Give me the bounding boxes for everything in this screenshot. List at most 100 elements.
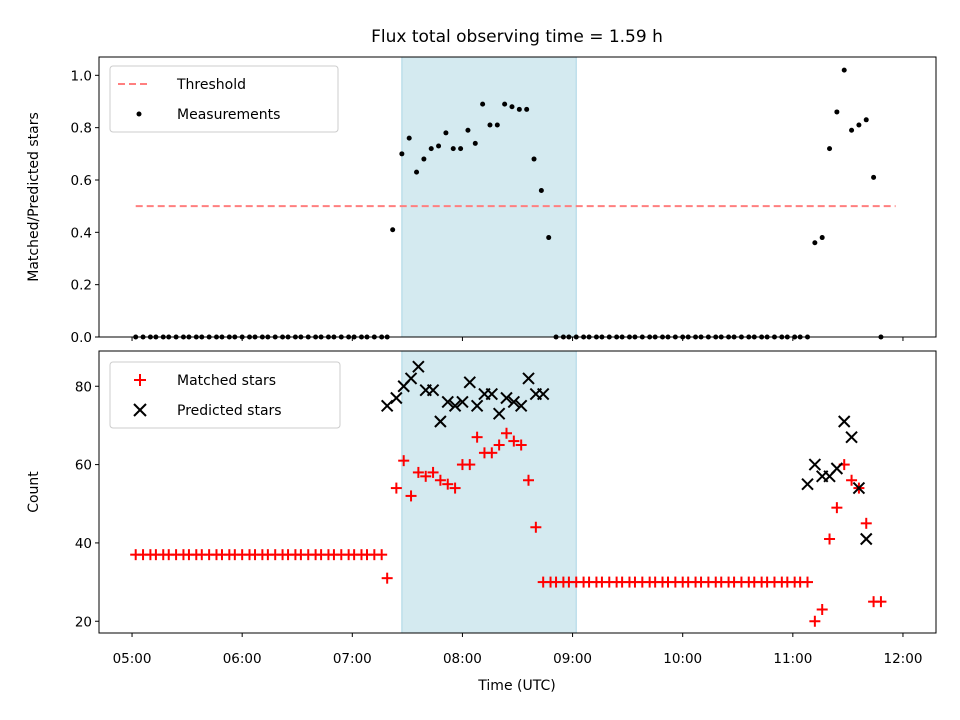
y-tick-label: 0.6 [71, 173, 92, 189]
measurement-point [436, 143, 442, 149]
measurement-point [414, 169, 420, 175]
legend-predicted-label: Predicted stars [177, 403, 282, 419]
legend-measurements-swatch [136, 111, 142, 117]
legend-matched-swatch [134, 374, 146, 386]
x-tick-label: 05:00 [113, 651, 152, 667]
measurement-point [856, 122, 862, 128]
measurement-point [502, 101, 508, 107]
matched-star-point [523, 474, 535, 486]
x-tick-label: 11:00 [773, 651, 812, 667]
x-tick-label: 08:00 [443, 651, 482, 667]
count-panel: 20 40 60 80 05:00 06:00 07:00 08:00 09:00 10:00 1… [26, 350, 937, 667]
y-tick-label: 0.0 [71, 330, 92, 346]
legend-matched-label: Matched stars [177, 373, 276, 389]
y-tick-label: 80 [75, 379, 92, 395]
matched-star-point [816, 604, 828, 615]
matched-star-point [824, 533, 836, 545]
predicted-star-point [448, 399, 462, 413]
observing-window-span-top [401, 56, 577, 338]
measurement-point [465, 127, 471, 133]
ratio-panel: 0.0 0.2 0.4 0.6 0.8 1.0 Matched/Predicted sta… [26, 56, 937, 346]
y-tick-label: 0.8 [71, 121, 92, 137]
predicted-star-point [852, 481, 866, 495]
matched-star-point [802, 576, 814, 588]
ratio-y-axis-label: Matched/Predicted stars [26, 112, 42, 282]
measurement-point [450, 146, 456, 152]
x-tick-label: 10:00 [663, 651, 702, 667]
measurement-point [390, 227, 396, 233]
predicted-star-point [845, 430, 858, 444]
matched-star-point [427, 466, 439, 478]
count-y-axis-label: Count [26, 471, 42, 513]
y-tick-label: 60 [75, 458, 92, 474]
matched-star-point [875, 596, 887, 608]
ratio-legend-box [109, 65, 339, 133]
y-tick-label: 40 [75, 536, 92, 552]
measurement-point [458, 146, 464, 152]
measurement-point [834, 109, 840, 115]
measurement-point [494, 122, 500, 128]
measurement-point [516, 106, 522, 112]
predicted-star-point [441, 395, 454, 409]
legend-measurements-label: Measurements [177, 107, 280, 123]
ratio-plot-frame [98, 56, 937, 338]
predicted-star-point [463, 376, 476, 389]
predicted-star-point [522, 372, 535, 385]
matched-star-point [442, 478, 454, 490]
measurement-point [443, 130, 449, 136]
x-axis-label: Time (UTC) [477, 678, 555, 694]
measurement-point [531, 156, 537, 162]
measurement-point [849, 127, 855, 133]
predicted-star-point [426, 383, 440, 397]
predicted-star-point [860, 532, 873, 546]
count-x-ticks: 05:00 06:00 07:00 08:00 09:00 10:00 11:00 12:00 [113, 633, 923, 667]
x-tick-label: 06:00 [223, 651, 262, 667]
predicted-star-point [808, 458, 822, 471]
measurement-point [841, 67, 847, 73]
matched-star-point [831, 502, 843, 514]
ratio-legend: Threshold Measurements [109, 65, 339, 133]
measurement-point [399, 151, 405, 157]
matched-star-point [398, 455, 410, 467]
measurement-point [538, 187, 544, 193]
measurement-point [863, 117, 869, 123]
measurement-point [421, 156, 427, 162]
matched-star-point [412, 466, 424, 478]
count-plot-frame [98, 350, 937, 634]
predicted-star-point [434, 415, 447, 428]
predicted-star-point [830, 462, 844, 475]
matched-star-point [508, 435, 520, 447]
measurement-point [428, 146, 434, 152]
predicted-star-point [390, 391, 403, 405]
measurement-point [871, 174, 877, 180]
predicted-star-point [492, 407, 506, 420]
matched-star-point [471, 431, 483, 443]
measurement-point [546, 235, 552, 241]
predicted-star-point [838, 415, 851, 428]
measurement-point [487, 122, 493, 128]
count-legend: Matched stars Predicted stars [109, 361, 341, 429]
matched-star-point [390, 482, 402, 494]
measurement-point [819, 235, 825, 241]
measurement-point [472, 140, 478, 146]
matched-star-point [434, 474, 446, 486]
predicted-star-point [500, 391, 513, 405]
y-tick-label: 1.0 [71, 68, 92, 84]
legend-predicted-swatch [133, 403, 147, 417]
matched-star-point [449, 482, 461, 494]
matched-star-point [420, 470, 432, 482]
measurement-point [480, 101, 486, 107]
matched-star-point [381, 572, 393, 584]
x-tick-label: 07:00 [333, 651, 372, 667]
matched-star-point [493, 439, 505, 451]
count-points [130, 360, 887, 627]
predicted-star-point [412, 360, 425, 373]
measurement-point [509, 104, 515, 110]
predicted-star-point [536, 387, 550, 401]
predicted-star-point [514, 399, 528, 413]
x-tick-label: 12:00 [884, 651, 923, 667]
predicted-star-point [801, 477, 814, 491]
measurement-point [406, 135, 412, 141]
matched-star-point [515, 439, 527, 451]
legend-threshold-label: Threshold [176, 77, 246, 93]
